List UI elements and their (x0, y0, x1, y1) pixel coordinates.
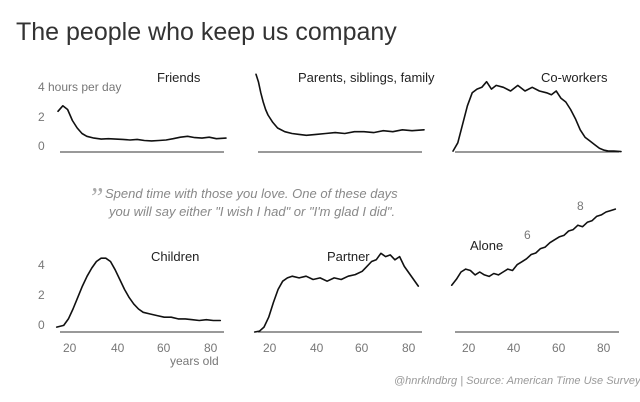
x-tick-20-children: 20 (63, 341, 77, 355)
series-line-coworkers (452, 80, 622, 153)
alone-annotation-6: 6 (524, 228, 531, 242)
y-tick-0-bottom: 0 (38, 318, 45, 332)
series-line-partner (253, 252, 420, 333)
y-tick-4-bottom: 4 (38, 258, 45, 272)
x-tick-80-children: 80 (204, 341, 218, 355)
y-tick-0-top: 0 (38, 139, 45, 153)
panel-title-coworkers: Co-workers (541, 70, 608, 85)
x-tick-80-partner: 80 (402, 341, 416, 355)
source-credit: @hnrklndbrg | Source: American Time Use … (394, 375, 640, 387)
panel-title-alone: Alone (470, 238, 503, 253)
panel-title-children: Children (151, 249, 199, 264)
x-tick-60-partner: 60 (355, 341, 369, 355)
series-line-family (255, 73, 425, 137)
x-tick-40-alone: 40 (507, 341, 521, 355)
figure-title: The people who keep us company (16, 18, 397, 46)
series-line-friends (57, 105, 227, 142)
panel-title-friends: Friends (157, 70, 201, 85)
series-line-alone (450, 208, 617, 286)
unit-label: 4 hours per day (38, 80, 121, 94)
x-tick-80-alone: 80 (597, 341, 611, 355)
quote-line-1: Spend time with those you love. One of t… (105, 186, 398, 201)
panel-title-family: Parents, siblings, family (298, 70, 435, 85)
alone-annotation-8: 8 (577, 199, 584, 213)
series-line-children (55, 257, 222, 328)
quote-mark: ” (88, 183, 104, 214)
x-tick-40-children: 40 (111, 341, 125, 355)
quote-line-2: you will say either "I wish I had" or "I… (108, 204, 395, 219)
panel-title-partner: Partner (327, 249, 370, 264)
x-tick-20-alone: 20 (462, 341, 476, 355)
x-axis-label: years old (170, 354, 219, 368)
y-tick-2-bottom: 2 (38, 288, 45, 302)
y-tick-2-top: 2 (38, 110, 45, 124)
series-lines (55, 73, 622, 333)
x-tick-40-partner: 40 (310, 341, 324, 355)
x-tick-60-alone: 60 (552, 341, 566, 355)
x-tick-60-children: 60 (157, 341, 171, 355)
x-tick-20-partner: 20 (263, 341, 277, 355)
